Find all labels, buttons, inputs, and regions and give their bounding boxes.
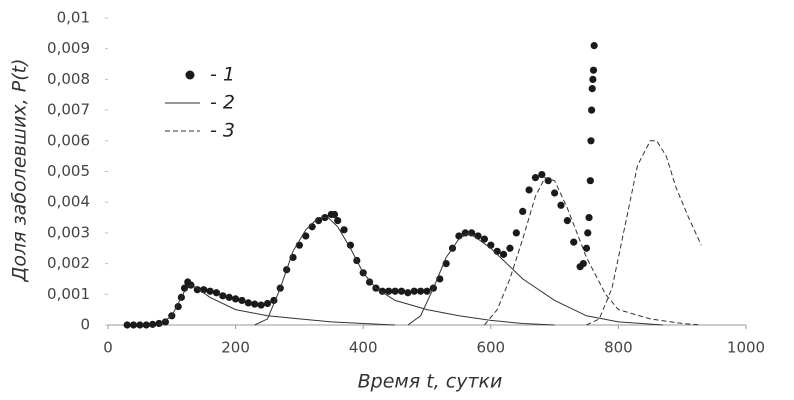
- legend-label: - 2: [210, 92, 235, 114]
- data-point: [129, 321, 138, 329]
- data-point: [551, 189, 559, 197]
- data-point: [123, 321, 131, 329]
- data-point: [206, 287, 214, 295]
- x-tick-label: 400: [349, 339, 378, 357]
- data-point: [238, 296, 246, 305]
- data-point: [588, 85, 596, 93]
- data-point: [225, 293, 233, 301]
- y-tick-label: 0,006: [47, 131, 90, 149]
- y-axis-title: Доля заболевших, P(t): [9, 59, 31, 283]
- data-point: [155, 319, 163, 328]
- data-point: [512, 229, 520, 237]
- y-tick-label: 0,004: [47, 193, 90, 211]
- data-point: [506, 244, 514, 252]
- data-point: [538, 170, 546, 179]
- data-point: [585, 213, 593, 222]
- data-point: [586, 177, 594, 185]
- data-point: [410, 287, 418, 295]
- data-point: [417, 287, 425, 295]
- data-point: [365, 278, 374, 286]
- y-tick-label: 0,003: [47, 223, 90, 241]
- data-point: [385, 287, 393, 295]
- data-point: [582, 244, 591, 252]
- y-tick-label: 0,007: [47, 101, 90, 119]
- data-line: [484, 140, 702, 326]
- x-axis-title: Время t, сутки: [358, 371, 503, 393]
- data-point: [531, 174, 540, 182]
- data-point: [232, 295, 240, 303]
- y-tick-label: 0,01: [57, 9, 90, 27]
- data-point: [563, 217, 571, 225]
- data-point: [346, 241, 355, 249]
- x-tick-label: 1000: [727, 339, 765, 357]
- y-tick-label: 0,005: [47, 162, 90, 180]
- x-tick-label: 0: [103, 339, 113, 357]
- legend-marker: [185, 70, 195, 80]
- y-tick-label: 0,009: [47, 39, 90, 57]
- data-point: [391, 287, 399, 295]
- data-point: [587, 137, 595, 145]
- data-point: [257, 301, 265, 309]
- data-point: [584, 229, 592, 237]
- data-point: [590, 42, 598, 50]
- data-point: [136, 321, 144, 329]
- data-point: [193, 286, 201, 294]
- data-point: [499, 250, 508, 258]
- y-tick-label: 0,001: [47, 285, 90, 303]
- data-point: [468, 229, 476, 237]
- data-point: [579, 260, 587, 268]
- x-tick-label: 600: [476, 339, 505, 357]
- legend-label: - 1: [210, 64, 235, 86]
- data-point: [423, 287, 431, 295]
- data-point: [544, 177, 552, 185]
- data-point: [480, 235, 489, 243]
- data-point: [589, 66, 598, 74]
- data-point: [461, 229, 469, 237]
- data-point: [174, 302, 182, 311]
- y-tick-label: 0,008: [47, 70, 90, 88]
- data-point: [340, 226, 348, 234]
- data-point: [263, 299, 272, 308]
- legend-label: - 3: [210, 120, 235, 142]
- data-point: [244, 299, 252, 307]
- data-point: [149, 320, 157, 328]
- data-point: [251, 300, 259, 308]
- data-point: [334, 217, 342, 225]
- y-tick-label: 0,002: [47, 254, 90, 272]
- data-point: [404, 289, 412, 297]
- data-point: [161, 318, 170, 326]
- data-point: [397, 287, 406, 295]
- data-point: [570, 238, 578, 246]
- data-point: [212, 289, 221, 297]
- data-point: [302, 232, 310, 240]
- data-point: [557, 201, 565, 209]
- data-point: [588, 106, 596, 114]
- y-tick-label: 0: [80, 316, 90, 334]
- data-point: [219, 292, 227, 300]
- data-point: [142, 321, 150, 329]
- x-tick-label: 200: [221, 339, 250, 357]
- data-point: [525, 186, 533, 194]
- data-point: [330, 210, 339, 219]
- data-point: [589, 75, 597, 83]
- data-point: [519, 207, 527, 216]
- x-tick-label: 800: [604, 339, 633, 357]
- data-line: [158, 217, 664, 326]
